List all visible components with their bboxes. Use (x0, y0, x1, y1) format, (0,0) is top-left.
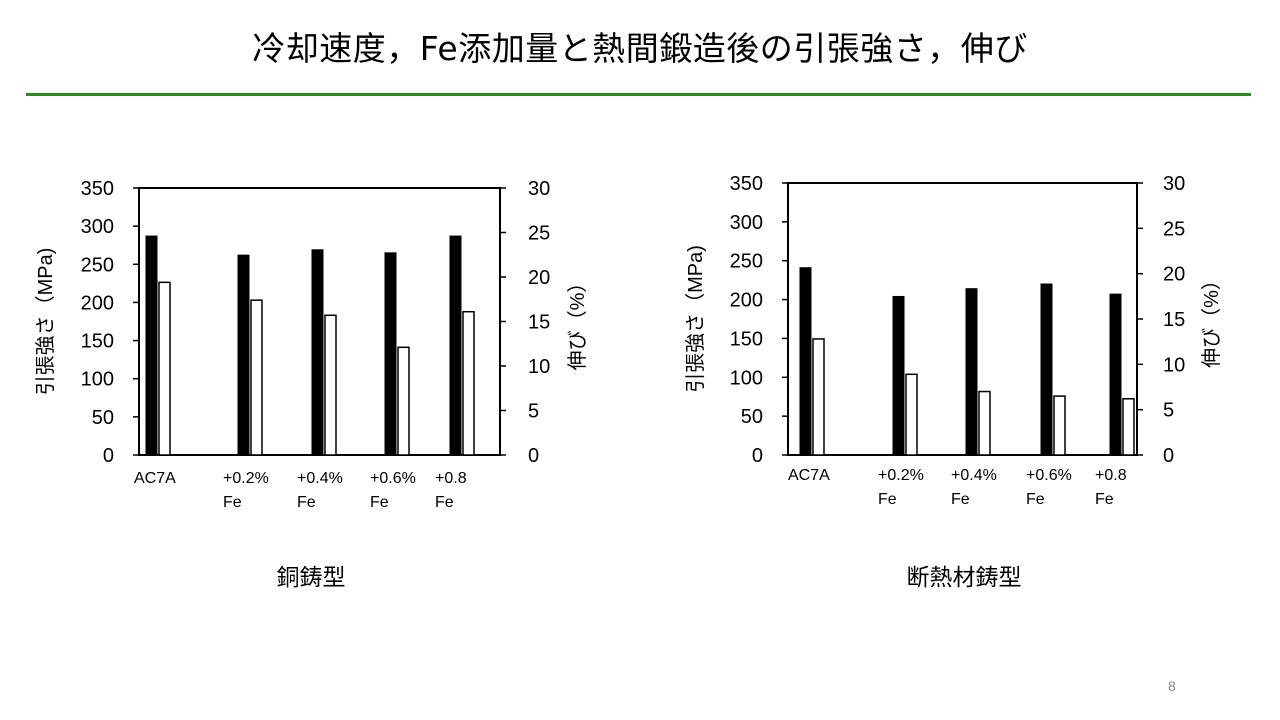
bar-tensile-strength (965, 288, 978, 456)
y-tick-label: 300 (730, 212, 763, 234)
x-tick-label: AC7A (788, 467, 830, 484)
y2-tick-label: 10 (528, 356, 550, 378)
bar-tensile-strength (1040, 283, 1053, 456)
title-divider (26, 93, 1251, 96)
x-tick-label-line: Fe (297, 494, 316, 511)
bar-tensile-strength (237, 254, 250, 456)
y2-axis-label: 伸び（%） (1200, 270, 1223, 368)
y2-tick-label: 25 (528, 223, 550, 245)
bar-elongation (158, 281, 171, 456)
x-tick-label-line: +0.4% (297, 470, 343, 487)
bar-elongation (397, 346, 410, 456)
y2-tick-label: 5 (528, 401, 539, 423)
y-axis-label: 引張強さ（MPa) (684, 245, 707, 393)
y2-tick-label: 5 (1163, 400, 1174, 422)
page-number: 8 (1168, 678, 1176, 694)
x-tick-label-line: Fe (1095, 491, 1114, 508)
bar-elongation (324, 314, 337, 456)
x-tick-label-line: +0.2% (223, 470, 269, 487)
bar-tensile-strength (145, 235, 158, 456)
x-tick-label: +0.8 Fe (435, 470, 467, 511)
bar-tensile-strength (799, 267, 812, 456)
y-tick-label: 150 (81, 331, 114, 353)
x-tick-label-line: AC7A (134, 470, 176, 487)
y-tick-label: 50 (741, 406, 763, 428)
chart-caption-copper-mold: 銅鋳型 (276, 565, 346, 591)
y-tick-label: 200 (730, 290, 763, 312)
slide-title: 冷却速度，Fe添加量と熱間鍛造後の引張強さ，伸び (252, 29, 1028, 68)
x-tick-label: +0.6% Fe (1026, 467, 1072, 508)
x-tick-label-line: Fe (878, 491, 897, 508)
x-tick-label: +0.4% Fe (951, 467, 997, 508)
bar-elongation (812, 338, 825, 456)
x-tick-label: +0.6% Fe (370, 470, 416, 511)
bar-elongation (905, 373, 918, 456)
bar-tensile-strength (384, 252, 397, 456)
x-tick-label-line: Fe (1026, 491, 1045, 508)
x-tick-label-line: +0.2% (878, 467, 924, 484)
y-tick-label: 300 (81, 216, 114, 238)
x-tick-label-line: +0.4% (951, 467, 997, 484)
y-tick-label: 250 (730, 251, 763, 273)
bar-elongation (1122, 398, 1135, 456)
y-tick-label: 150 (730, 328, 763, 350)
x-tick-label-line: +0.6% (1026, 467, 1072, 484)
bar-elongation (978, 390, 991, 456)
plot-frame (787, 182, 1138, 456)
y-tick-label: 0 (752, 445, 763, 467)
y-tick-label: 50 (92, 407, 114, 429)
bar-elongation (1053, 395, 1066, 456)
x-tick-label-line: Fe (370, 494, 389, 511)
x-tick-label: +0.2% Fe (223, 470, 269, 511)
bar-elongation (462, 310, 475, 456)
chart-copper-mold: 0 50 100 150 200 250 300 350 0 5 10 15 20 25 30 引張強さ（MP… (34, 178, 589, 511)
y2-tick-label: 20 (528, 267, 550, 289)
y2-axis-label: 伸び（%） (566, 273, 589, 371)
y2-tick-label: 15 (528, 312, 550, 334)
bar-tensile-strength (1109, 293, 1122, 456)
y2-tick-label: 0 (1163, 445, 1174, 467)
x-tick-label-line: Fe (951, 491, 970, 508)
chart-insulation-mold: 0 50 100 150 200 250 300 350 0 5 10 15 20 25 30 引張強さ（MP… (684, 173, 1223, 508)
x-tick-label-line: Fe (435, 494, 454, 511)
y2-tick-label: 15 (1163, 309, 1185, 331)
y-tick-label: 100 (81, 369, 114, 391)
y-tick-label: 350 (81, 178, 114, 200)
x-tick-label-line: +0.8 (1095, 467, 1127, 484)
x-tick-label: +0.4% Fe (297, 470, 343, 511)
y2-tick-label: 0 (528, 445, 539, 467)
y-tick-label: 350 (730, 173, 763, 195)
bar-tensile-strength (892, 295, 905, 456)
x-tick-label-line: AC7A (788, 467, 830, 484)
y2-tick-label: 20 (1163, 264, 1185, 286)
x-tick-label: AC7A (134, 470, 176, 487)
y-tick-label: 100 (730, 367, 763, 389)
bar-elongation (250, 299, 263, 456)
y2-tick-label: 10 (1163, 354, 1185, 376)
x-tick-label-line: +0.8 (435, 470, 467, 487)
y2-tick-label: 30 (528, 178, 550, 200)
y-tick-label: 250 (81, 254, 114, 276)
x-tick-label: +0.8 Fe (1095, 467, 1127, 508)
y-axis-label: 引張強さ（MPa) (34, 248, 57, 396)
y2-tick-label: 25 (1163, 218, 1185, 240)
x-tick-label-line: Fe (223, 494, 242, 511)
bar-tensile-strength (311, 249, 324, 456)
x-tick-label-line: +0.6% (370, 470, 416, 487)
y-tick-label: 0 (103, 445, 114, 467)
x-tick-label: +0.2% Fe (878, 467, 924, 508)
chart-caption-insulation-mold: 断熱材鋳型 (906, 565, 1022, 591)
bar-tensile-strength (449, 235, 462, 456)
y-tick-label: 200 (81, 292, 114, 314)
y2-tick-label: 30 (1163, 173, 1185, 195)
